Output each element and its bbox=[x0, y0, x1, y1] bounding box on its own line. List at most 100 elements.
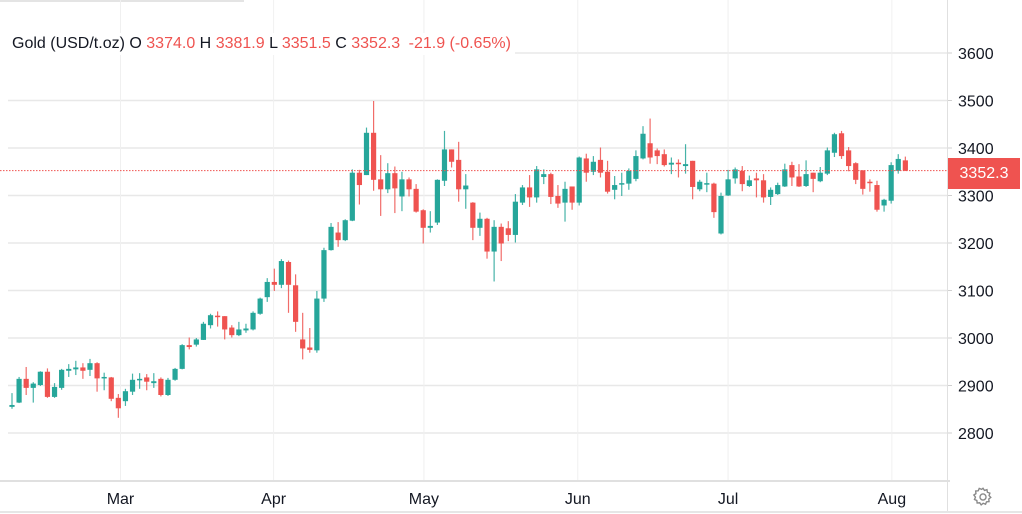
candle-body bbox=[271, 281, 277, 285]
candle-body bbox=[597, 159, 604, 173]
candle-body bbox=[23, 378, 29, 388]
candle-body bbox=[604, 171, 611, 192]
candle-down bbox=[293, 274, 299, 332]
candle-up bbox=[179, 344, 185, 370]
candle-body bbox=[101, 376, 107, 379]
candle-body bbox=[456, 159, 462, 190]
candle-body bbox=[711, 183, 717, 213]
candle-body bbox=[9, 404, 15, 407]
candle-up bbox=[427, 211, 433, 233]
candle-up bbox=[441, 130, 448, 186]
candle-body bbox=[888, 165, 894, 201]
y-tick-label: 2800 bbox=[958, 426, 994, 443]
candle-body bbox=[413, 188, 419, 212]
candle-down bbox=[356, 169, 363, 205]
candle-down bbox=[796, 164, 802, 187]
candle-up bbox=[888, 162, 894, 204]
candle-body bbox=[491, 226, 497, 252]
candle-up bbox=[73, 360, 79, 376]
low-value: 3351.5 bbox=[281, 35, 331, 52]
candle-up bbox=[881, 198, 887, 212]
candle-up bbox=[512, 194, 518, 243]
candle-body bbox=[817, 172, 823, 182]
candle-body bbox=[548, 174, 554, 197]
candle-body bbox=[633, 156, 639, 179]
y-tick-label: 3600 bbox=[958, 46, 994, 63]
candle-up bbox=[172, 367, 178, 381]
candle-body bbox=[562, 188, 568, 203]
candle-down bbox=[108, 376, 114, 402]
last-price-label: 3352.3 bbox=[948, 158, 1020, 189]
candle-body bbox=[257, 298, 263, 314]
candle-body bbox=[314, 298, 320, 351]
candle-body bbox=[356, 172, 363, 186]
candle-down bbox=[115, 394, 121, 418]
candle-body bbox=[846, 150, 852, 167]
y-tick-label: 2900 bbox=[958, 379, 994, 396]
candle-body bbox=[406, 179, 412, 190]
candle-down bbox=[44, 368, 51, 398]
candle-body bbox=[51, 386, 58, 397]
candle-body bbox=[363, 132, 370, 176]
y-tick-label: 3300 bbox=[958, 189, 994, 206]
candle-body bbox=[16, 378, 22, 403]
candle-body bbox=[810, 172, 816, 179]
candle-up bbox=[768, 187, 774, 205]
candle-body bbox=[250, 312, 256, 330]
candle-body bbox=[555, 195, 561, 204]
candle-body bbox=[137, 378, 143, 381]
candle-body bbox=[895, 158, 901, 171]
candle-up bbox=[562, 181, 568, 222]
candle-body bbox=[66, 368, 72, 371]
candle-up bbox=[746, 175, 752, 187]
candle-up bbox=[612, 176, 618, 200]
candle-body bbox=[739, 170, 745, 185]
candle-up bbox=[385, 163, 391, 194]
candle-down bbox=[470, 202, 476, 241]
candle-body bbox=[831, 134, 838, 153]
candle-down bbox=[215, 311, 221, 327]
grid bbox=[8, 0, 947, 481]
candle-body bbox=[498, 226, 504, 244]
candle-down bbox=[484, 217, 490, 259]
candle-body bbox=[94, 363, 100, 379]
candle-up bbox=[817, 167, 823, 183]
candle-down bbox=[335, 222, 341, 247]
candle-down bbox=[739, 166, 745, 192]
candle-up bbox=[803, 160, 809, 187]
candle-body bbox=[200, 323, 207, 340]
candle-down bbox=[583, 153, 589, 182]
candle-body bbox=[434, 179, 440, 223]
candle-body bbox=[59, 369, 65, 388]
candle-body bbox=[392, 173, 398, 189]
settings-gear-icon[interactable] bbox=[972, 486, 994, 508]
x-tick-label: Aug bbox=[878, 491, 906, 508]
candle-body bbox=[803, 174, 809, 186]
candle-down bbox=[158, 377, 164, 397]
candle-body bbox=[342, 220, 348, 241]
candle-body bbox=[746, 180, 752, 186]
candle-down bbox=[80, 363, 86, 379]
candle-up bbox=[399, 171, 405, 212]
candle-down bbox=[285, 260, 292, 313]
candle-body bbox=[172, 368, 178, 380]
candle-body bbox=[37, 371, 43, 386]
close-value: 3352.3 bbox=[351, 35, 401, 52]
candle-body bbox=[165, 379, 171, 395]
candle-body bbox=[30, 383, 36, 388]
candle-down bbox=[448, 149, 455, 168]
candle-body bbox=[668, 162, 674, 165]
candle-up bbox=[775, 182, 781, 196]
candle-body bbox=[44, 371, 51, 397]
candle-down bbox=[94, 362, 100, 392]
candle-up bbox=[193, 338, 199, 347]
candle-up bbox=[697, 179, 703, 192]
candle-body bbox=[775, 185, 781, 195]
candle-up bbox=[200, 321, 207, 340]
candle-down bbox=[378, 155, 384, 216]
candle-down bbox=[23, 366, 29, 395]
candle-up bbox=[243, 323, 249, 333]
candle-body bbox=[122, 391, 129, 402]
candle-body bbox=[179, 345, 185, 369]
